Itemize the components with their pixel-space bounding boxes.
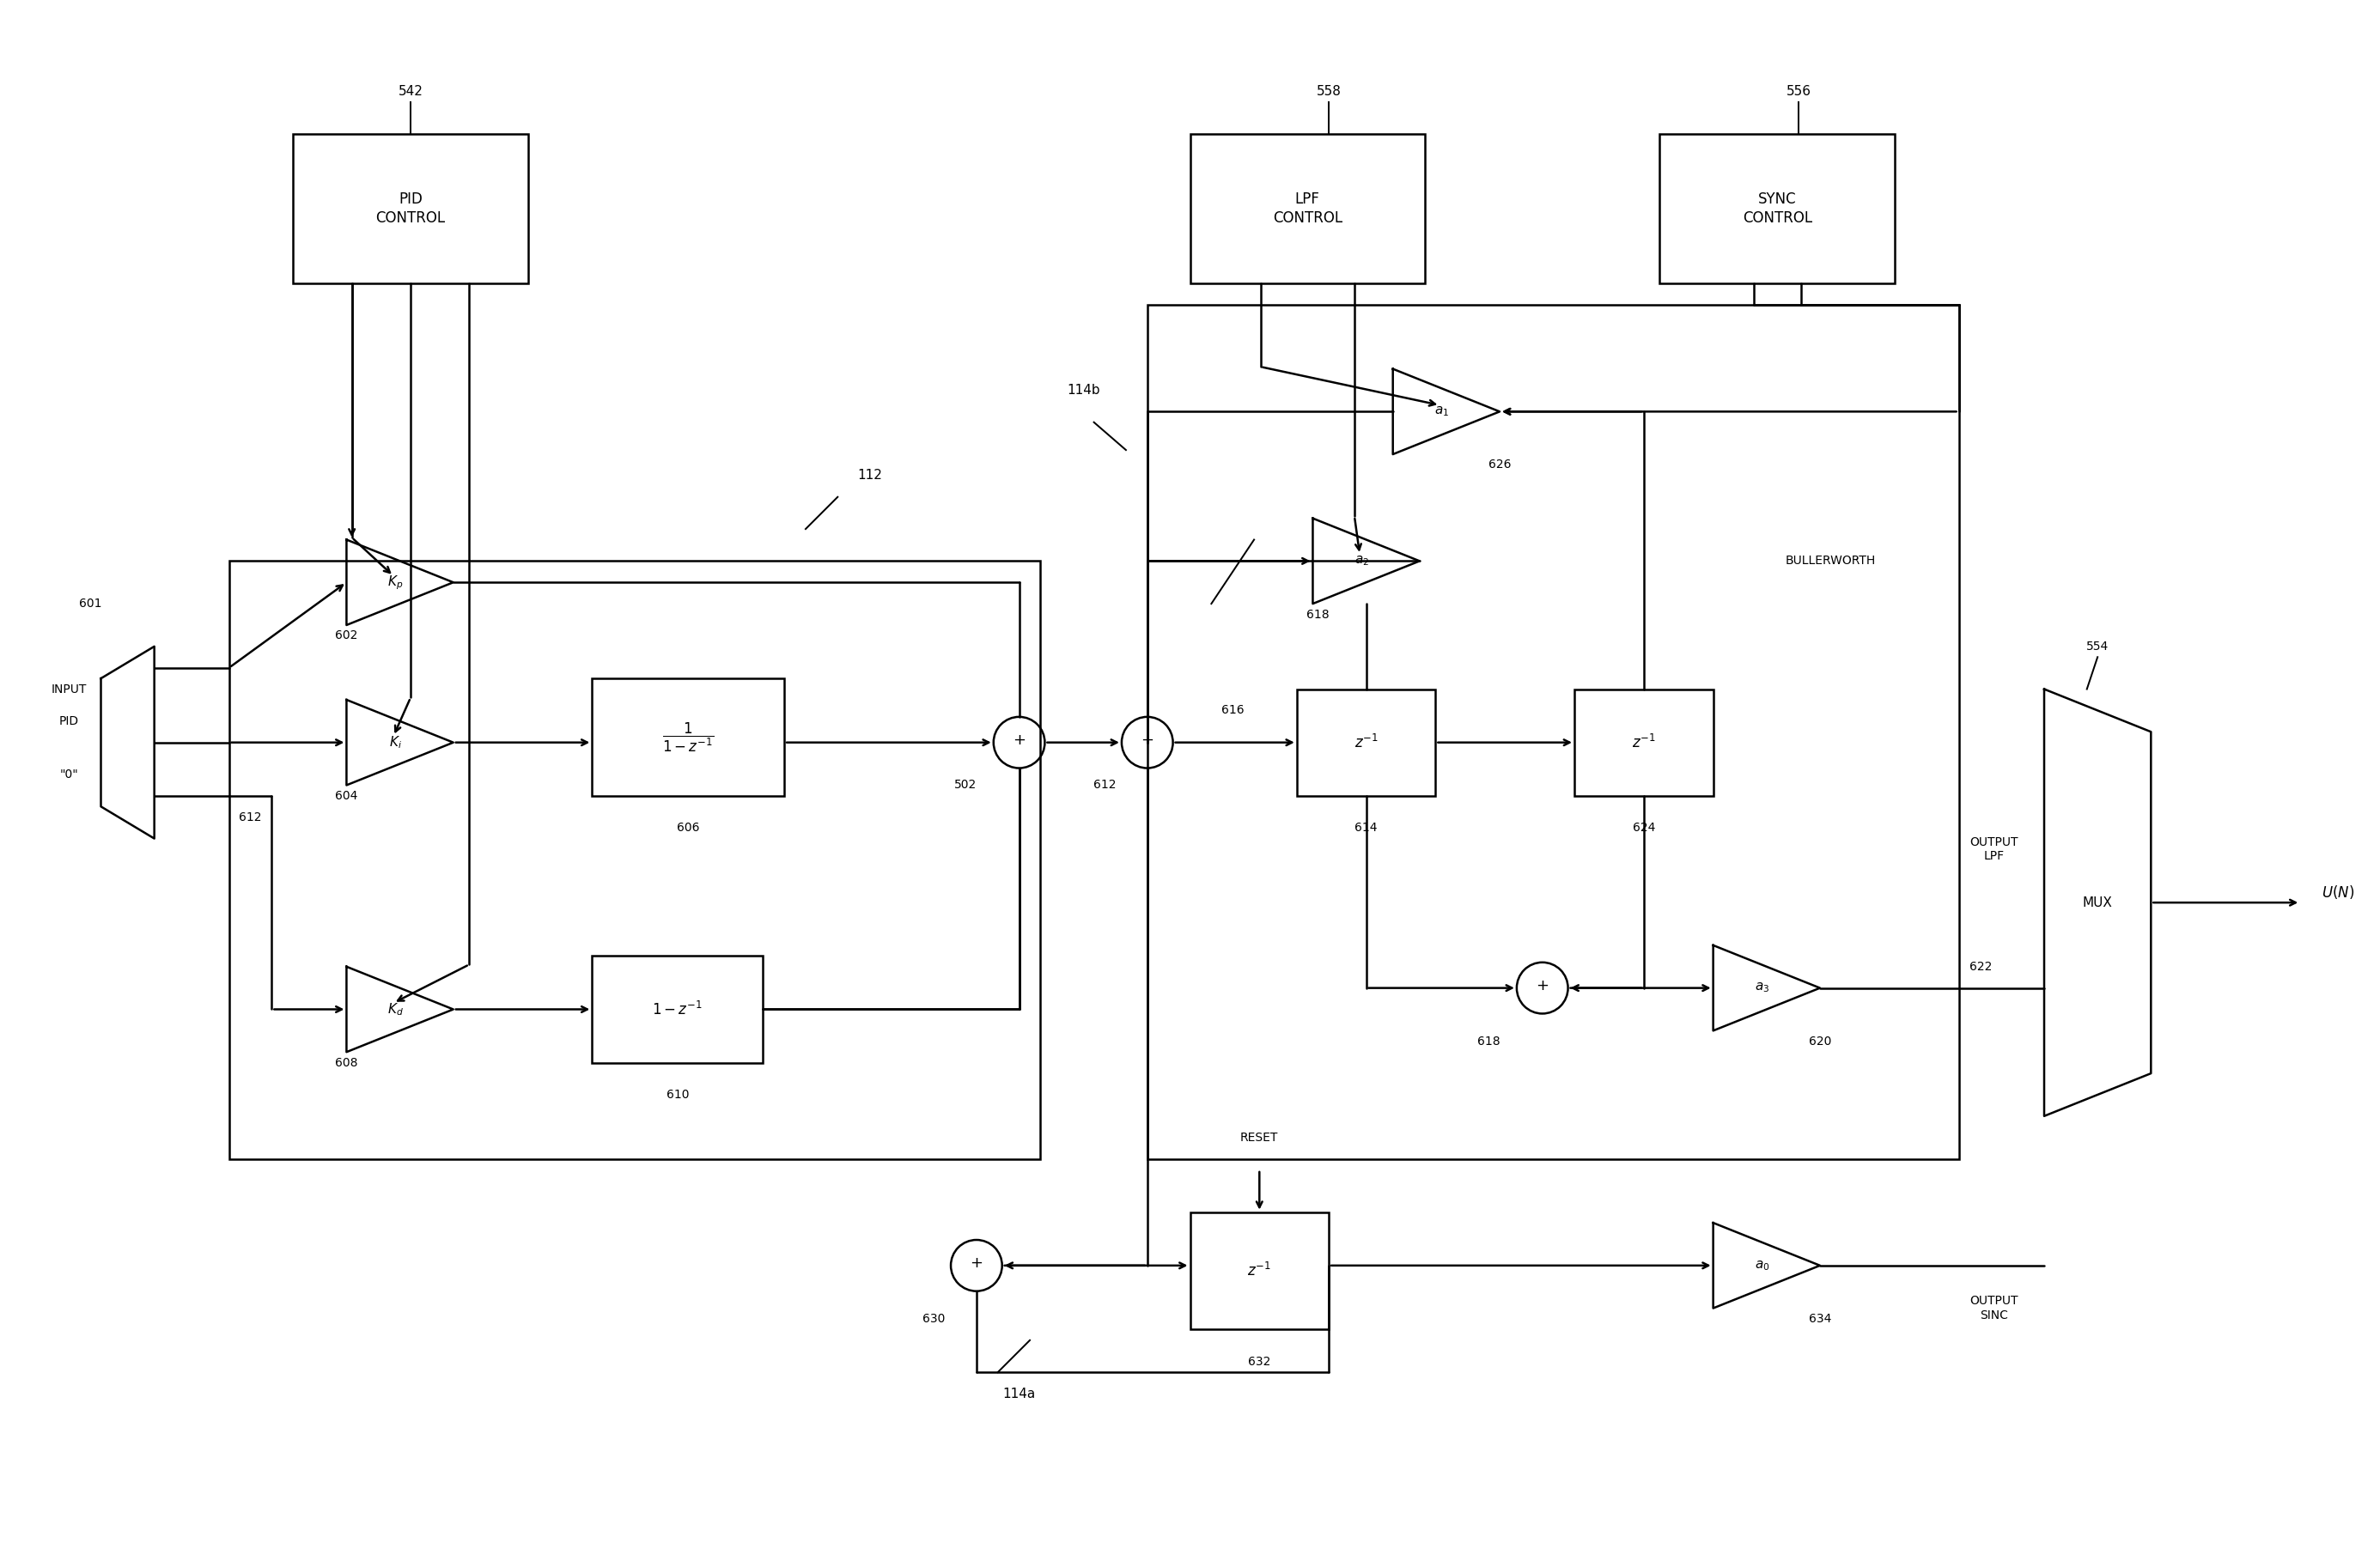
Text: 630: 630 <box>923 1314 945 1324</box>
Text: OUTPUT
SINC: OUTPUT SINC <box>1968 1295 2018 1321</box>
Text: 608: 608 <box>336 1056 357 1069</box>
Text: $K_d$: $K_d$ <box>388 1001 405 1018</box>
Text: 558: 558 <box>1316 85 1342 98</box>
Text: 602: 602 <box>336 630 357 641</box>
Bar <box>1190 135 1426 283</box>
Text: 618: 618 <box>1478 1035 1499 1047</box>
Text: LPF
CONTROL: LPF CONTROL <box>1273 192 1342 226</box>
Text: SYNC
CONTROL: SYNC CONTROL <box>1742 192 1811 226</box>
Bar <box>1576 689 1714 796</box>
Text: +: + <box>971 1256 983 1272</box>
Text: $z^{-1}$: $z^{-1}$ <box>1247 1262 1271 1279</box>
Bar <box>593 956 764 1063</box>
Bar <box>293 135 528 283</box>
Text: 556: 556 <box>1785 85 1811 98</box>
Bar <box>593 678 785 796</box>
Text: $a_2$: $a_2$ <box>1354 555 1368 568</box>
Text: $U(N)$: $U(N)$ <box>2323 883 2354 900</box>
Text: 620: 620 <box>1809 1035 1830 1047</box>
Text: $1-z^{-1}$: $1-z^{-1}$ <box>652 1001 702 1018</box>
Text: 502: 502 <box>954 779 978 792</box>
Text: 542: 542 <box>397 85 424 98</box>
Text: 622: 622 <box>1968 960 1992 973</box>
Text: BULLERWORTH: BULLERWORTH <box>1785 555 1875 567</box>
Text: 604: 604 <box>336 790 357 802</box>
Text: +: + <box>1535 977 1549 993</box>
Text: +: + <box>1140 733 1154 748</box>
Text: 114b: 114b <box>1066 384 1100 397</box>
Text: 554: 554 <box>2087 640 2109 652</box>
Text: 610: 610 <box>666 1089 688 1101</box>
Text: RESET: RESET <box>1240 1131 1278 1143</box>
Text: INPUT: INPUT <box>50 683 86 696</box>
Text: +: + <box>1014 733 1026 748</box>
Bar <box>1190 1213 1328 1329</box>
Text: 632: 632 <box>1247 1355 1271 1368</box>
Text: $a_1$: $a_1$ <box>1435 404 1449 418</box>
Text: MUX: MUX <box>2082 897 2113 909</box>
Text: $K_i$: $K_i$ <box>390 734 402 751</box>
Text: 618: 618 <box>1307 609 1330 621</box>
Bar <box>1297 689 1435 796</box>
Text: 612: 612 <box>1092 779 1116 792</box>
Text: $a_0$: $a_0$ <box>1754 1259 1771 1272</box>
Text: 601: 601 <box>79 598 102 610</box>
Text: 114a: 114a <box>1002 1388 1035 1400</box>
Text: $a_3$: $a_3$ <box>1754 981 1771 994</box>
Text: 626: 626 <box>1488 459 1511 471</box>
Text: $K_p$: $K_p$ <box>388 573 405 592</box>
Text: $\dfrac{1}{1-z^{-1}}$: $\dfrac{1}{1-z^{-1}}$ <box>662 720 714 753</box>
Bar <box>1659 135 1894 283</box>
Bar <box>228 561 1040 1159</box>
Text: $z^{-1}$: $z^{-1}$ <box>1633 734 1656 751</box>
Text: "0": "0" <box>60 768 79 781</box>
Text: 634: 634 <box>1809 1314 1830 1324</box>
Text: 112: 112 <box>857 469 883 482</box>
Text: 616: 616 <box>1221 705 1245 717</box>
Text: 624: 624 <box>1633 823 1654 833</box>
Text: $z^{-1}$: $z^{-1}$ <box>1354 734 1378 751</box>
Text: PID: PID <box>60 716 79 726</box>
Text: 612: 612 <box>238 812 262 823</box>
Bar <box>1147 305 1959 1159</box>
Text: 614: 614 <box>1354 823 1378 833</box>
Text: OUTPUT
LPF: OUTPUT LPF <box>1968 836 2018 863</box>
Text: 606: 606 <box>676 823 700 833</box>
Text: PID
CONTROL: PID CONTROL <box>376 192 445 226</box>
